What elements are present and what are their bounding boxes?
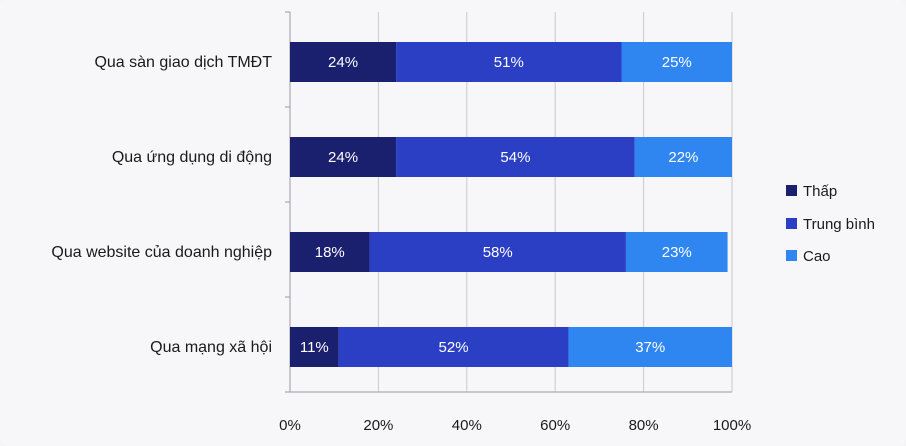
data-label: 23%	[662, 244, 692, 261]
data-label: 24%	[328, 149, 358, 166]
data-label: 54%	[500, 149, 530, 166]
bar-segment	[634, 137, 732, 177]
legend-swatch	[786, 185, 797, 196]
bar-segment	[396, 42, 622, 82]
bar-segment	[621, 42, 732, 82]
legend-label: Thấp	[803, 183, 837, 200]
category-label: Qua mạng xã hội	[150, 339, 272, 356]
data-label: 51%	[494, 54, 524, 71]
data-label: 22%	[668, 149, 698, 166]
x-tick-label: 0%	[279, 417, 301, 434]
bar-segment	[568, 327, 732, 367]
data-label: 24%	[328, 54, 358, 71]
x-tick-label: 40%	[452, 417, 482, 434]
category-label: Qua sàn giao dịch TMĐT	[94, 54, 272, 71]
bar-segment	[396, 137, 635, 177]
legend-swatch	[786, 218, 797, 229]
legend-label: Cao	[803, 248, 831, 265]
bar-segment	[625, 232, 728, 272]
data-label: 37%	[635, 339, 665, 356]
data-label: 18%	[315, 244, 345, 261]
bar-segment	[369, 232, 626, 272]
x-tick-label: 100%	[713, 417, 751, 434]
category-label: Qua website của doanh nghiệp	[51, 244, 272, 261]
x-tick-label: 60%	[540, 417, 570, 434]
legend-swatch	[786, 250, 797, 261]
x-tick-label: 20%	[363, 417, 393, 434]
bar-segment	[338, 327, 569, 367]
bar-segment	[290, 232, 370, 272]
bar-segment	[290, 42, 397, 82]
data-label: 58%	[483, 244, 513, 261]
bar-segment	[290, 137, 397, 177]
data-label: 25%	[662, 54, 692, 71]
data-label: 52%	[439, 339, 469, 356]
legend-label: Trung bình	[803, 216, 875, 233]
x-tick-label: 80%	[629, 417, 659, 434]
data-label: 11%	[300, 339, 329, 356]
bar-segment	[290, 327, 339, 367]
category-label: Qua ứng dụng di động	[112, 149, 272, 166]
